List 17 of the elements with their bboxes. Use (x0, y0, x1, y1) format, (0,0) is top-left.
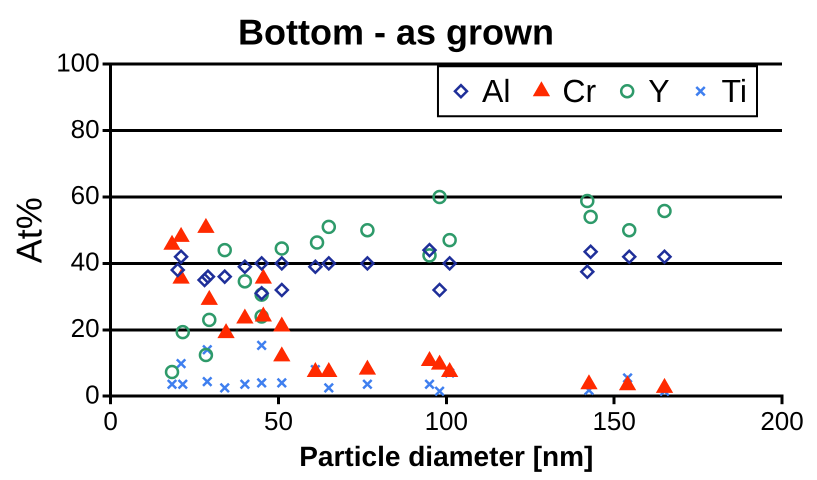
x-tick-label: 100 (424, 406, 468, 436)
legend-label: Al (482, 73, 510, 110)
legend-label: Y (648, 73, 670, 110)
x-tick-label: 200 (760, 406, 804, 436)
y-tick-label: 60 (70, 180, 100, 210)
x-axis-title: Particle diameter [nm] (299, 440, 594, 472)
chart-title: Bottom - as grown (238, 12, 554, 53)
y-tick-label: 20 (70, 312, 100, 343)
y-tick-label: 0 (85, 379, 100, 410)
legend-label: Ti (722, 73, 747, 110)
y-axis-title: At% (8, 197, 50, 264)
legend-label: Cr (562, 73, 597, 110)
y-tick-label: 40 (70, 246, 100, 277)
x-tick-label: 150 (592, 406, 636, 436)
x-tick-label: 50 (264, 406, 293, 436)
y-tick-label: 80 (70, 114, 100, 144)
y-tick-label: 100 (56, 47, 100, 78)
